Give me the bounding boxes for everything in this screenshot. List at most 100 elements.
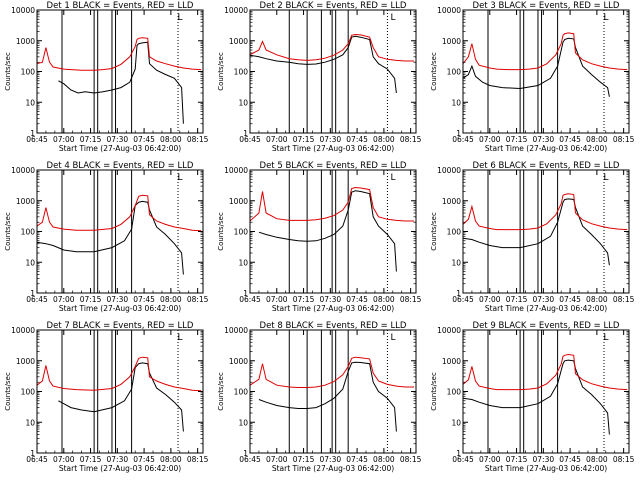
x-tick-label: 07:00 bbox=[53, 295, 75, 304]
y-tick-label: 1 bbox=[30, 129, 35, 138]
x-tick-label: 07:15 bbox=[293, 455, 315, 464]
panel-det-2: Det 2 BLACK = Events, RED = LLD L 1 10 100 10… bbox=[217, 1, 422, 153]
lld-series-line bbox=[36, 356, 202, 392]
x-tick-label: 07:45 bbox=[133, 295, 155, 304]
y-axis-label: Counts/sec bbox=[217, 372, 225, 411]
panel-title: Det 2 BLACK = Events, RED = LLD bbox=[260, 1, 407, 11]
panel-title: Det 8 BLACK = Events, RED = LLD bbox=[260, 321, 407, 331]
x-tick-label: 07:30 bbox=[533, 295, 555, 304]
x-tick-label: 08:15 bbox=[187, 295, 209, 304]
panel-det-4: Det 4 BLACK = Events, RED = LLD L 1 10 100 10… bbox=[4, 161, 209, 313]
legend-marker: L bbox=[390, 333, 395, 343]
y-axis-label: Counts/sec bbox=[4, 212, 12, 251]
y-tick-label: 1 bbox=[30, 289, 35, 298]
y-tick-label: 1 bbox=[243, 289, 248, 298]
x-tick-label: 07:30 bbox=[107, 135, 129, 144]
events-series-line bbox=[462, 37, 610, 97]
y-tick-label: 10000 bbox=[437, 6, 461, 15]
events-series-line bbox=[462, 198, 610, 266]
x-tick-label: 07:30 bbox=[320, 295, 342, 304]
y-tick-label: 10 bbox=[451, 418, 461, 427]
x-tick-label: 07:00 bbox=[479, 135, 501, 144]
x-tick-label: 07:30 bbox=[107, 455, 129, 464]
y-tick-label: 10 bbox=[25, 98, 35, 107]
y-axis-label: Counts/sec bbox=[217, 212, 225, 251]
lld-series-line bbox=[36, 194, 202, 232]
legend-marker: L bbox=[177, 173, 182, 183]
x-tick-label: 08:00 bbox=[586, 135, 608, 144]
y-tick-label: 100 bbox=[234, 228, 249, 237]
panel-title: Det 4 BLACK = Events, RED = LLD bbox=[47, 161, 194, 171]
panel-title: Det 6 BLACK = Events, RED = LLD bbox=[473, 161, 620, 171]
y-tick-label: 1 bbox=[456, 129, 461, 138]
x-tick-label: 08:15 bbox=[400, 135, 422, 144]
panel-det-8: Det 8 BLACK = Events, RED = LLD L 1 10 100 10… bbox=[217, 321, 422, 473]
y-tick-label: 10 bbox=[25, 258, 35, 267]
x-tick-label: 07:15 bbox=[506, 295, 528, 304]
events-series-line bbox=[58, 41, 184, 124]
x-tick-label: 08:00 bbox=[160, 135, 182, 144]
x-tick-label: 07:30 bbox=[320, 135, 342, 144]
x-tick-label: 07:00 bbox=[53, 455, 75, 464]
x-tick-label: 07:45 bbox=[559, 295, 581, 304]
legend-marker: L bbox=[603, 13, 608, 23]
x-tick-label: 07:00 bbox=[266, 455, 288, 464]
x-tick-label: 08:15 bbox=[187, 455, 209, 464]
panel-det-7: Det 7 BLACK = Events, RED = LLD L 1 10 100 10… bbox=[4, 321, 209, 473]
x-tick-label: 08:15 bbox=[400, 455, 422, 464]
y-axis-label: Counts/sec bbox=[430, 52, 438, 91]
plot-frame bbox=[249, 169, 417, 294]
x-tick-label: 06:45 bbox=[239, 135, 261, 144]
x-tick-label: 07:30 bbox=[533, 135, 555, 144]
panel-det-9: Det 9 BLACK = Events, RED = LLD L 1 10 100 10… bbox=[430, 321, 635, 473]
x-axis-label: Start Time (27-Aug-03 06:42:00) bbox=[59, 304, 181, 313]
y-tick-label: 10000 bbox=[224, 166, 248, 175]
lld-series-line bbox=[462, 353, 628, 391]
y-tick-label: 1000 bbox=[442, 357, 461, 366]
panel-det-3: Det 3 BLACK = Events, RED = LLD L 1 10 100 10… bbox=[430, 1, 635, 153]
x-tick-label: 08:15 bbox=[400, 295, 422, 304]
y-tick-label: 10000 bbox=[224, 6, 248, 15]
x-tick-label: 07:15 bbox=[80, 135, 102, 144]
x-tick-label: 06:45 bbox=[452, 455, 474, 464]
plot-frame bbox=[249, 329, 417, 454]
x-axis-label: Start Time (27-Aug-03 06:42:00) bbox=[485, 464, 607, 473]
x-tick-label: 07:30 bbox=[107, 295, 129, 304]
x-tick-label: 07:30 bbox=[320, 455, 342, 464]
legend-marker: L bbox=[390, 173, 395, 183]
x-tick-label: 08:00 bbox=[373, 455, 395, 464]
lld-series-line bbox=[462, 193, 628, 231]
legend-marker: L bbox=[177, 333, 182, 343]
x-tick-label: 08:15 bbox=[613, 135, 635, 144]
x-tick-label: 07:00 bbox=[479, 295, 501, 304]
y-axis-label: Counts/sec bbox=[430, 212, 438, 251]
panel-det-5: Det 5 BLACK = Events, RED = LLD L 1 10 100 10… bbox=[217, 161, 422, 313]
x-axis-label: Start Time (27-Aug-03 06:42:00) bbox=[59, 464, 181, 473]
y-tick-label: 1000 bbox=[16, 357, 35, 366]
x-tick-label: 07:45 bbox=[346, 455, 368, 464]
plot-frame bbox=[249, 9, 417, 134]
y-tick-label: 1000 bbox=[229, 37, 248, 46]
y-tick-label: 10000 bbox=[11, 6, 35, 15]
y-tick-label: 10000 bbox=[11, 326, 35, 335]
y-tick-label: 100 bbox=[21, 68, 36, 77]
y-tick-label: 10000 bbox=[224, 326, 248, 335]
events-series-line bbox=[258, 190, 397, 272]
y-tick-label: 1 bbox=[456, 449, 461, 458]
y-tick-label: 1 bbox=[243, 449, 248, 458]
y-tick-label: 100 bbox=[21, 388, 36, 397]
x-tick-label: 06:45 bbox=[26, 455, 48, 464]
y-axis-label: Counts/sec bbox=[217, 52, 225, 91]
y-tick-label: 10 bbox=[238, 258, 248, 267]
x-tick-label: 06:45 bbox=[239, 455, 261, 464]
x-axis-label: Start Time (27-Aug-03 06:42:00) bbox=[272, 304, 394, 313]
x-tick-label: 07:00 bbox=[479, 455, 501, 464]
y-tick-label: 1000 bbox=[442, 197, 461, 206]
x-tick-label: 07:45 bbox=[346, 295, 368, 304]
y-axis-label: Counts/sec bbox=[4, 372, 12, 411]
x-tick-label: 08:00 bbox=[586, 295, 608, 304]
x-tick-label: 07:00 bbox=[266, 135, 288, 144]
x-tick-label: 07:45 bbox=[133, 455, 155, 464]
